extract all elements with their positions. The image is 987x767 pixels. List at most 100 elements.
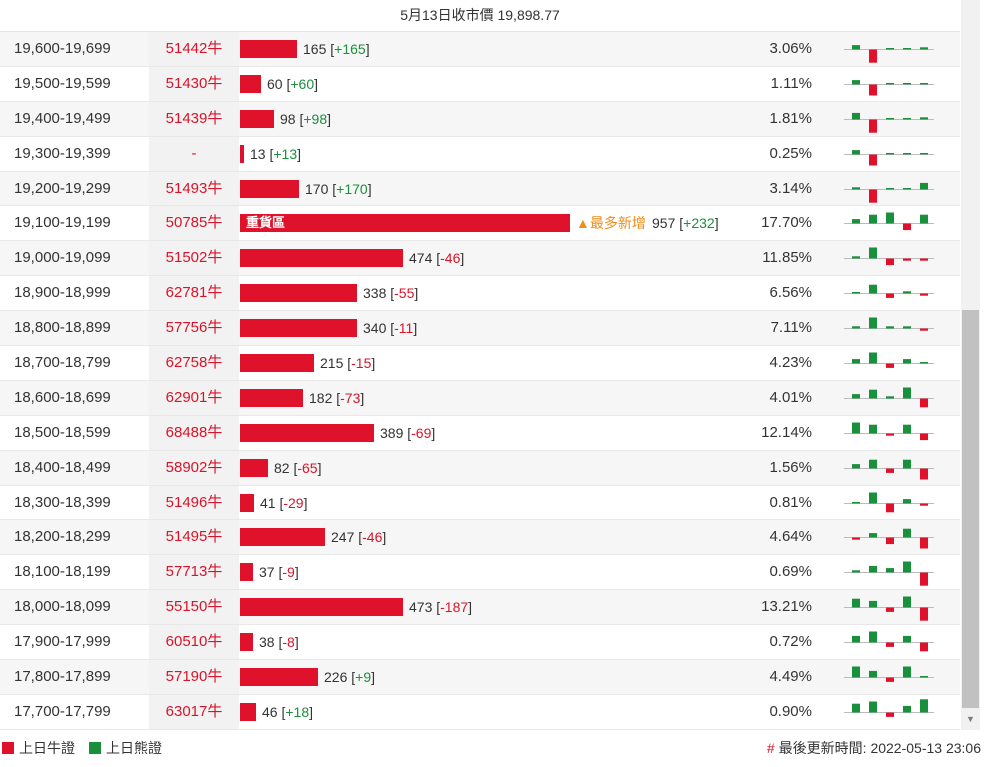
trend-bar [852,45,860,50]
trend-bar [903,705,911,713]
cbbc-code-link[interactable]: 62781牛 [149,276,239,311]
quantity-bar [240,493,254,512]
quantity-count: 38 [-8] [259,634,299,651]
table-row: 19,100-19,199 50785牛 重貨區 ▲最多新增 957 [+232] 17.… [0,206,960,242]
strike-range: 18,200-18,299 [14,528,111,546]
cbbc-code-link[interactable]: 57756牛 [149,311,239,346]
percentage: 3.14% [769,179,812,197]
trend-bar [869,49,877,63]
cbbc-code-link[interactable]: - [149,136,239,171]
cbbc-code-link[interactable]: 68488牛 [149,415,239,450]
trend-bar [886,468,894,473]
cbbc-code-link[interactable]: 55150牛 [149,590,239,625]
count-change: -55 [394,285,415,302]
trend-bar [886,187,894,190]
count-value: 338 [363,285,387,302]
count-change: +170 [336,180,368,197]
mini-trend-chart [844,247,934,266]
quantity-count: 13 [+13] [250,145,301,162]
trend-bar [920,293,928,296]
cbbc-code-link[interactable]: 51430牛 [149,66,239,101]
percentage: 1.56% [769,458,812,476]
trend-bar [869,189,877,203]
percentage: 0.25% [769,144,812,162]
quantity-count: 215 [-15] [320,355,376,372]
vertical-scrollbar[interactable]: ▼ [961,0,980,730]
percentage: 7.11% [770,319,812,337]
cbbc-code-link[interactable]: 51495牛 [149,520,239,555]
mini-trend-chart [844,699,934,717]
cbbc-code-link[interactable]: 57713牛 [149,555,239,590]
trend-bar [920,117,928,120]
count-value: 226 [324,669,348,686]
cbbc-code-link[interactable]: 51442牛 [149,32,239,66]
strike-range: 19,300-19,399 [14,144,111,162]
cbbc-code-link[interactable]: 57190牛 [149,660,239,694]
legend-bear-label: 上日熊證 [106,740,162,756]
trend-bar [903,424,911,434]
trend-bar [852,149,860,155]
count-value: 340 [363,320,387,337]
cbbc-code-link[interactable]: 60510牛 [149,625,239,660]
quantity-count: 338 [-55] [363,285,419,302]
trend-bar [869,533,877,538]
trend-bar [852,636,860,643]
cbbc-code-link[interactable]: 58902牛 [149,450,239,485]
percentage: 12.14% [761,423,812,441]
quantity-bar [240,528,325,547]
cbbc-code-link[interactable]: 51496牛 [149,485,239,520]
trend-bar [920,328,928,331]
table-row: 18,800-18,899 57756牛 340 [-11] 7.11% [0,311,960,347]
strike-range: 18,700-18,799 [14,354,111,372]
mini-trend-chart [844,422,934,440]
trend-bar [903,48,911,50]
trend-bar [903,152,911,155]
trend-bar [903,666,911,678]
count-value: 38 [259,634,275,651]
quantity-bar [240,179,299,198]
cbbc-code-link[interactable]: 62901牛 [149,380,239,415]
count-change: +165 [334,41,366,57]
trend-bar [920,537,928,549]
scroll-down-arrow-icon[interactable]: ▼ [966,714,975,724]
table-row: 18,300-18,399 51496牛 41 [-29] 0.81% [0,485,960,521]
cbbc-code-link[interactable]: 51439牛 [149,101,239,136]
mini-trend-chart [844,112,934,133]
strike-range: 19,200-19,299 [14,179,111,197]
cbbc-code-link[interactable]: 63017牛 [149,694,239,729]
trend-bar [903,636,911,643]
percentage: 0.69% [769,563,812,581]
quantity-count: 340 [-11] [363,320,418,337]
percentage: 6.56% [769,284,812,302]
trend-bar [886,326,894,329]
scrollbar-thumb[interactable] [962,310,979,708]
count-value: 13 [250,145,266,162]
trend-bar [886,117,894,120]
strike-range: 19,100-19,199 [14,214,111,232]
count-change: +13 [273,145,298,162]
table-row: 18,100-18,199 57713牛 37 [-9] 0.69% [0,555,960,591]
trend-bar [886,677,894,682]
trend-bar [869,119,877,133]
table-row: 18,000-18,099 55150牛 473 [-187] 13.21% [0,590,960,626]
trend-bar [920,47,928,50]
cbbc-distribution-table: 19,600-19,699 51442牛 165 [+165] 3.06% 19,500… [0,32,960,730]
count-value: 473 [409,599,433,616]
quantity-count: 473 [-187] [409,599,473,616]
count-change: +98 [303,110,328,127]
cbbc-code-link[interactable]: 51493牛 [149,171,239,206]
cbbc-code-link[interactable]: 50785牛 [149,206,239,241]
trend-bar [852,537,860,541]
cbbc-code-link[interactable]: 51502牛 [149,241,239,276]
trend-bar [920,676,928,678]
cbbc-code-link[interactable]: 62758牛 [149,346,239,380]
quantity-count: 957 [+232] [652,215,719,232]
trend-bar [852,570,860,573]
strike-range: 18,900-18,999 [14,284,111,302]
count-change: +18 [285,703,310,720]
trend-bar [886,152,894,155]
legend-bull-label: 上日牛證 [19,740,75,756]
trend-bar [886,537,894,545]
trend-bar [852,703,860,713]
quantity-count: 474 [-46] [409,250,465,267]
